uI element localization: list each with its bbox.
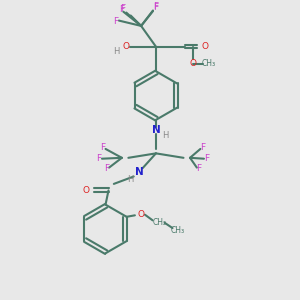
Text: O: O <box>201 42 208 51</box>
Text: F: F <box>113 17 119 26</box>
Text: F: F <box>97 154 102 163</box>
Text: F: F <box>120 4 125 13</box>
Text: O: O <box>83 186 90 195</box>
Text: H: H <box>162 131 168 140</box>
Text: O: O <box>138 210 145 219</box>
Text: O: O <box>190 59 196 68</box>
Text: F: F <box>153 3 158 12</box>
Text: F: F <box>100 143 106 152</box>
Text: CH₂: CH₂ <box>152 218 166 227</box>
Text: F: F <box>204 154 209 163</box>
Text: CH₃: CH₃ <box>201 59 215 68</box>
Text: H: H <box>114 47 120 56</box>
Text: F: F <box>104 164 110 173</box>
Text: F: F <box>196 164 202 173</box>
Text: O: O <box>122 42 129 51</box>
Text: F: F <box>119 5 124 14</box>
Text: H: H <box>128 175 134 184</box>
Text: CH₃: CH₃ <box>170 226 184 235</box>
Text: F: F <box>153 2 158 11</box>
Text: F: F <box>200 143 205 152</box>
Text: N: N <box>135 167 143 177</box>
Text: N: N <box>152 125 160 135</box>
